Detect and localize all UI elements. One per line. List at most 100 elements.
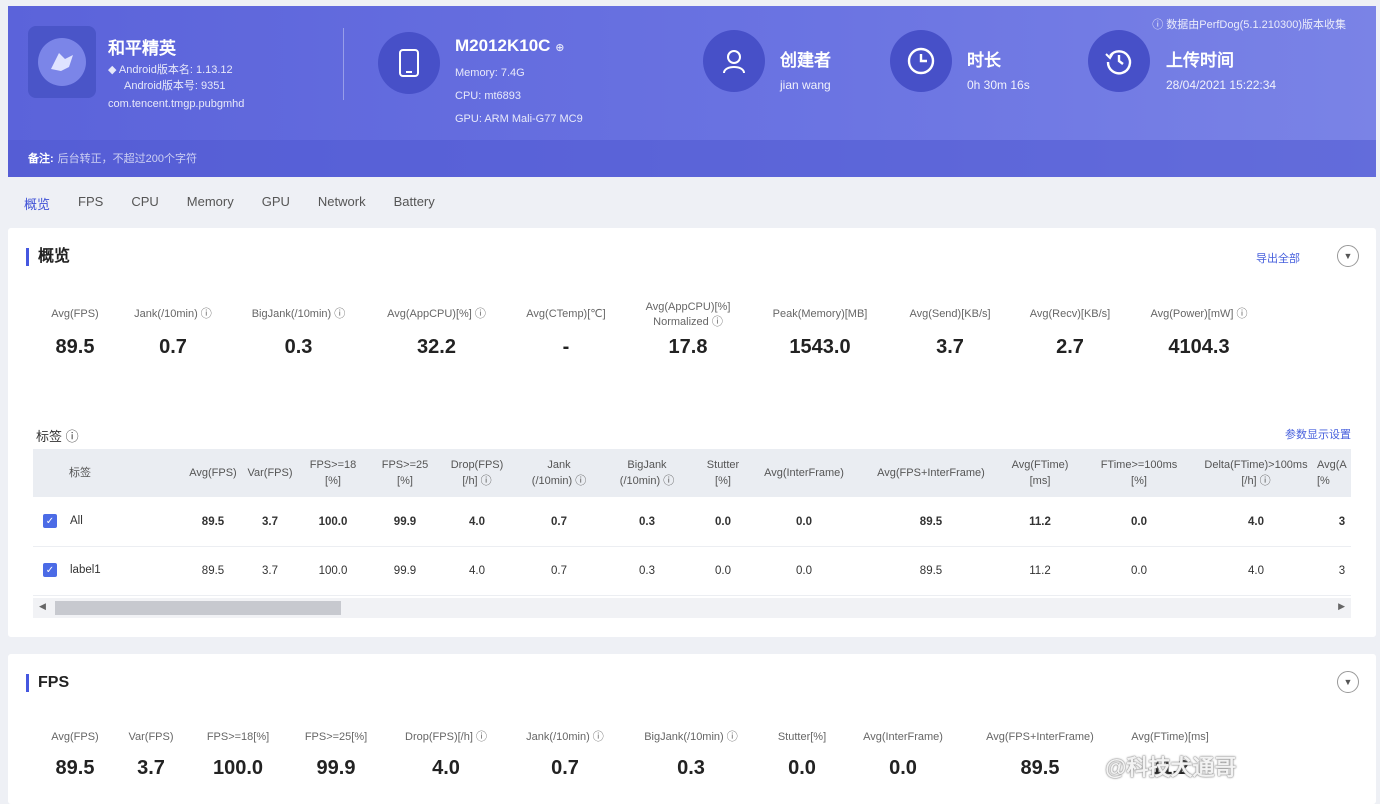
col-header-avg-fps[interactable]: Avg(FPS) (189, 467, 237, 479)
scroll-thumb[interactable] (55, 601, 341, 615)
cell-drop: 4.0 (469, 565, 485, 577)
duration-value: 0h 30m 16s (967, 78, 1030, 92)
col-header-bigjank[interactable]: BigJank (/10min) ⓘ (619, 459, 675, 487)
metric-value: 0.7 (159, 336, 187, 358)
horizontal-scrollbar[interactable]: ◀ ▶ (33, 598, 1351, 618)
creator-label: 创建者 (780, 51, 831, 70)
cell-jank: 0.7 (551, 516, 567, 528)
cell-delta-ftime: 4.0 (1248, 565, 1264, 577)
metric-avg-ctemp: Avg(CTemp)[℃] - (511, 307, 621, 359)
device-name: M2012K10C ⊕ (455, 36, 565, 55)
cell-bigjank: 0.3 (639, 565, 655, 577)
col-header-truncated[interactable]: Avg(A [% (1317, 459, 1347, 487)
cell-avg-interframe: 0.0 (796, 516, 812, 528)
app-version-name: ◆ Android版本名: 1.13.12 (108, 64, 233, 76)
metric-jank: Jank(/10min) ⓘ 0.7 (118, 307, 228, 359)
metric-value: 2.7 (1056, 336, 1084, 358)
info-icon[interactable]: ⊕ (555, 42, 565, 54)
cell-drop: 4.0 (469, 516, 485, 528)
tab-cpu[interactable]: CPU (131, 194, 159, 209)
tab-fps[interactable]: FPS (78, 194, 104, 209)
cell-fps18: 100.0 (318, 516, 348, 528)
col-header-fps25[interactable]: FPS>=25 [%] (381, 459, 429, 487)
cell-avg-ftime: 11.2 (1029, 565, 1051, 577)
metric-avg-app-cpu: Avg(AppCPU)[%] ⓘ 32.2 (370, 307, 503, 359)
duration-label: 时长 (967, 51, 1001, 70)
fps-metric-avg-interframe: Avg(InterFrame) 0.0 (863, 731, 943, 779)
app-package: com.tencent.tmgp.pubgmhd (108, 98, 245, 110)
export-all-link[interactable]: 导出全部 (1256, 253, 1300, 265)
metric-value: 3.7 (936, 336, 964, 358)
chevron-down-icon: ▼ (1343, 677, 1353, 687)
tab-memory[interactable]: Memory (186, 194, 234, 209)
android-icon: ◆ (108, 64, 119, 76)
cell-avg-fps-interframe: 89.5 (919, 516, 943, 528)
col-header-stutter[interactable]: Stutter [%] (706, 459, 740, 487)
tab-network[interactable]: Network (317, 194, 366, 209)
cell-stutter: 0.0 (715, 516, 731, 528)
col-header-ftime100[interactable]: FTime>=100ms [%] (1100, 459, 1178, 487)
col-header-fps18[interactable]: FPS>=18 [%] (309, 459, 357, 487)
tab-overview[interactable]: 概览 (24, 197, 51, 212)
row-label: All (70, 515, 83, 527)
metric-value: 17.8 (668, 336, 708, 358)
fps-metric-fps25: FPS>=25[%] 99.9 (304, 731, 368, 779)
tab-gpu[interactable]: GPU (261, 194, 290, 209)
metric-peak-memory: Peak(Memory)[MB] 1543.0 (756, 307, 884, 359)
device-memory: Memory: 7.4G (455, 67, 525, 79)
cell-ftime100: 0.0 (1131, 565, 1147, 577)
weibo-watermark: @科技犬通哥 (1105, 755, 1237, 780)
cell-var-fps: 3.7 (262, 565, 278, 577)
remark-text[interactable]: 后台转正，不超过200个字符 (57, 153, 198, 165)
collapse-overview-button[interactable]: ▼ (1337, 245, 1359, 267)
metric-avg-recv: Avg(Recv)[KB/s] 2.7 (1014, 307, 1126, 359)
fps-title: FPS (26, 674, 69, 692)
device-cpu: CPU: mt6893 (455, 90, 522, 102)
metric-value: 32.2 (417, 336, 456, 358)
col-header-avg-ftime[interactable]: Avg(FTime) [ms] (1011, 459, 1069, 487)
collapse-fps-button[interactable]: ▼ (1337, 671, 1359, 693)
fps-metric-avg-fps: Avg(FPS) 89.5 (51, 731, 99, 779)
fps-metric-fps18: FPS>=18[%] 100.0 (206, 731, 270, 779)
overview-card: 概览 导出全部 ▼ Avg(FPS) 89.5 Jank(/10min) ⓘ 0… (8, 228, 1376, 637)
table-row[interactable]: ✓ label1 89.5 3.7 100.0 99.9 4.0 0.7 0.3… (33, 548, 1351, 596)
col-header-drop[interactable]: Drop(FPS) [/h] ⓘ (450, 459, 504, 487)
table-header: 标签 Avg(FPS) Var(FPS) FPS>=18 [%] FPS>=25[… (33, 449, 1351, 497)
cell-var-fps: 3.7 (262, 516, 278, 528)
cell-avg-ftime: 11.2 (1029, 516, 1051, 528)
app-name: 和平精英 (108, 39, 176, 58)
clock-icon (890, 30, 952, 92)
cell-bigjank: 0.3 (639, 516, 655, 528)
col-header-avg-fps-interframe[interactable]: Avg(FPS+InterFrame) (877, 467, 985, 479)
tag-title: 标签 ⓘ (36, 429, 79, 444)
scroll-right-icon[interactable]: ▶ (1338, 601, 1345, 611)
col-header-jank[interactable]: Jank (/10min) ⓘ (531, 459, 587, 487)
metric-avg-app-cpu-normalized: Avg(AppCPU)[%] Normalized ⓘ 17.8 (629, 300, 747, 359)
param-settings-link[interactable]: 参数显示设置 (1285, 429, 1351, 441)
metric-avg-send: Avg(Send)[KB/s] 3.7 (892, 307, 1008, 359)
device-gpu: GPU: ARM Mali-G77 MC9 (455, 113, 583, 125)
phone-icon (378, 32, 440, 94)
col-header-var-fps[interactable]: Var(FPS) (247, 467, 293, 479)
cell-truncated: 3 (1338, 516, 1346, 528)
metric-value: 89.5 (55, 336, 95, 358)
overview-title: 概览 (26, 248, 70, 266)
col-header-delta-ftime[interactable]: Delta(FTime)>100ms [/h] ⓘ (1204, 459, 1308, 487)
col-header-tag[interactable]: 标签 (69, 467, 91, 479)
cell-fps25: 99.9 (393, 516, 417, 528)
row-checkbox[interactable]: ✓ (43, 563, 57, 577)
col-header-avg-interframe[interactable]: Avg(InterFrame) (764, 467, 844, 479)
remark-label: 备注: (28, 153, 54, 165)
history-icon (1088, 30, 1150, 92)
metric-value: - (562, 336, 570, 358)
cell-stutter: 0.0 (715, 565, 731, 577)
row-checkbox[interactable]: ✓ (43, 514, 57, 528)
table-row[interactable]: ✓ All 89.5 3.7 100.0 99.9 4.0 0.7 0.3 0.… (33, 499, 1351, 547)
data-source-note: ⓘ 数据由PerfDog(5.1.210300)版本收集 (1152, 19, 1346, 31)
tab-battery[interactable]: Battery (393, 194, 435, 209)
cell-jank: 0.7 (551, 565, 567, 577)
metric-value: 4104.3 (1168, 336, 1230, 358)
scroll-left-icon[interactable]: ◀ (39, 601, 46, 611)
fps-metric-var-fps: Var(FPS) 3.7 (128, 731, 174, 779)
cell-ftime100: 0.0 (1131, 516, 1147, 528)
